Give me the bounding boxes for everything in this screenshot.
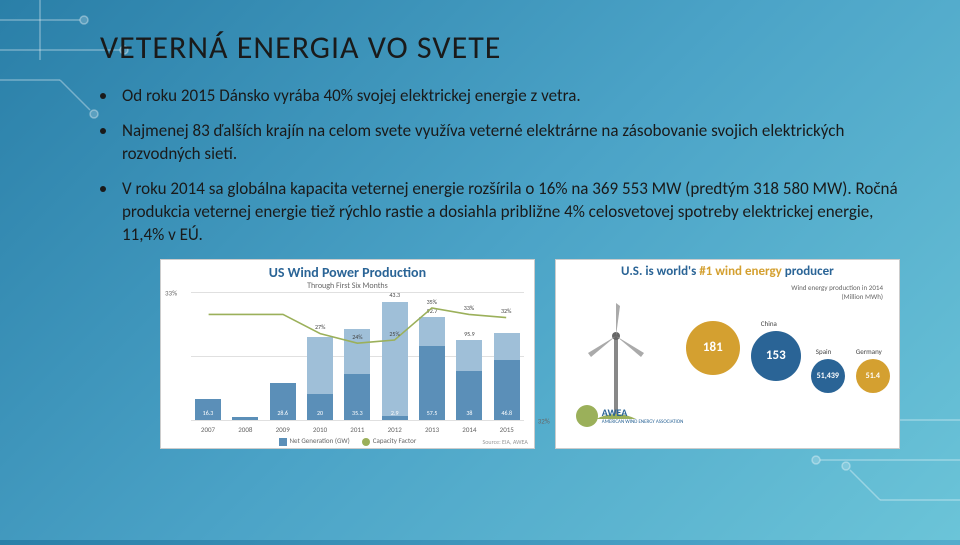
bullet-item: Najmenej 83 ďalších krajín na celom svet…: [100, 120, 900, 166]
circle-us: 181: [686, 321, 740, 375]
turbine-icon: [576, 301, 656, 421]
bullet-item: V roku 2014 sa globálna kapacita veterne…: [100, 178, 900, 247]
chart-us-wind-production: US Wind Power Production Through First S…: [160, 259, 535, 449]
chart1-legend: Net Generation (GW) Capacity Factor: [161, 436, 534, 445]
chart2-title: U.S. is world's #1 wind energy producer: [556, 260, 899, 283]
slide-title: VETERNÁ ENERGIA VO SVETE: [100, 28, 900, 67]
chart1-plot: 33% 32% 16.320071.5200828.6200920201035.…: [191, 292, 524, 420]
chart1-title: US Wind Power Production: [161, 260, 534, 281]
bullet-list: Od roku 2015 Dánsko vyrába 40% svojej el…: [100, 85, 900, 247]
bullet-item: Od roku 2015 Dánsko vyrába 40% svojej el…: [100, 85, 900, 108]
awea-logo-icon: [576, 405, 598, 427]
chart1-source: Source: EIA, AWEA: [483, 438, 528, 446]
circle-china: 153: [751, 331, 801, 381]
chart-us-world-producer: U.S. is world's #1 wind energy producer …: [555, 259, 900, 449]
awea-logo: AWEA AMERICAN WIND ENERGY ASSOCIATION: [576, 405, 684, 427]
chart1-subtitle: Through First Six Months: [161, 281, 534, 291]
circle-germany: 51.4: [856, 359, 890, 393]
circle-spain: 51,439: [811, 359, 845, 393]
